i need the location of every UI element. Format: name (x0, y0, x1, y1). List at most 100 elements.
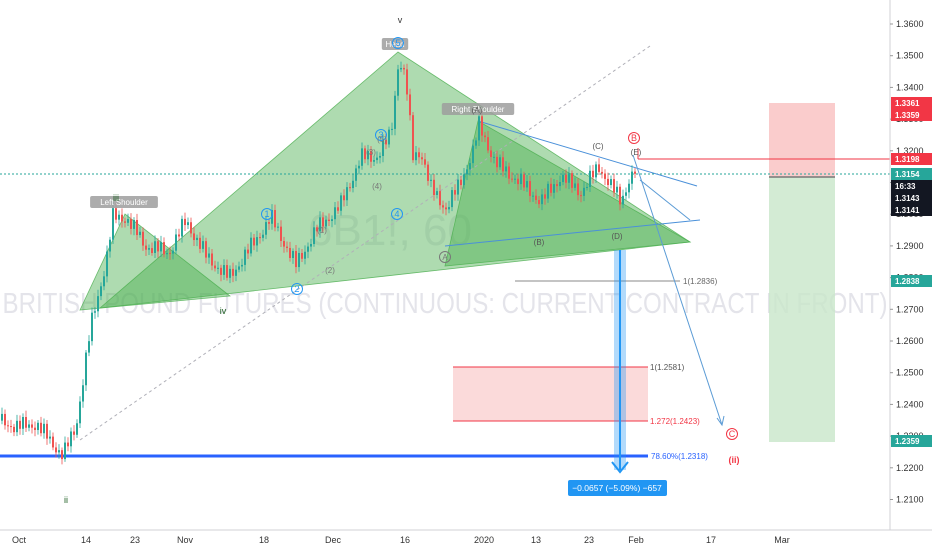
candle-body (136, 219, 138, 236)
candle-body (481, 116, 483, 136)
candle-body (154, 241, 156, 253)
candle (76, 419, 78, 438)
candle-body (553, 184, 555, 193)
candle-body (370, 151, 372, 162)
candle-body (526, 181, 528, 188)
candle (178, 228, 180, 241)
price-badge-box (891, 435, 932, 447)
candle (124, 217, 126, 228)
candle (319, 211, 321, 238)
price-badge-label: 1.3154 (895, 170, 920, 179)
candle-body (157, 241, 159, 252)
wave-label-circle (375, 129, 387, 141)
candle (577, 178, 579, 201)
candle (445, 202, 447, 216)
candle-body (13, 426, 15, 433)
candle-body (361, 148, 363, 166)
candle-body (619, 186, 621, 205)
y-tick-label: 1.2600 (896, 336, 924, 346)
candle (85, 349, 87, 392)
candle-body (547, 183, 549, 199)
candle-body (595, 164, 597, 178)
candle-body (97, 296, 99, 312)
candle (19, 415, 21, 435)
candle-body (121, 214, 123, 222)
right-shoulder-triangle (444, 120, 692, 267)
candle-body (445, 207, 447, 210)
candle (169, 246, 171, 260)
candle-body (496, 156, 498, 168)
candle-body (358, 165, 360, 169)
candle (172, 247, 174, 260)
wave-label: 2 (294, 284, 299, 294)
candle (502, 151, 504, 177)
candle-body (232, 268, 234, 276)
candle-body (19, 420, 21, 429)
pattern-label-box (90, 196, 158, 208)
candle (283, 236, 285, 253)
candle (469, 158, 471, 176)
candle (439, 184, 441, 210)
candle-body (433, 179, 435, 195)
candle (127, 213, 129, 226)
candle (4, 409, 6, 430)
candle (184, 212, 186, 232)
price-badge: 1.2838 (891, 275, 932, 287)
candle (598, 158, 600, 175)
x-tick-label: Nov (177, 535, 194, 545)
candle-body (427, 164, 429, 181)
candle (211, 248, 213, 271)
candle (541, 189, 543, 211)
candle-body (115, 208, 117, 220)
candle-body (172, 250, 174, 254)
candle-body (460, 179, 462, 186)
candle (424, 153, 426, 168)
candle-body (76, 423, 78, 435)
wave-label-circle (726, 428, 738, 440)
candle (235, 265, 237, 282)
candle (64, 436, 66, 462)
candle-body (31, 424, 33, 428)
candle-body (223, 265, 225, 275)
wave-label: 1 (264, 209, 269, 219)
candle (550, 177, 552, 197)
candle (604, 169, 606, 186)
price-badge: 1.3361 (891, 97, 932, 109)
candle-body (424, 159, 426, 165)
pattern-label: Head (385, 40, 404, 49)
candle-body (568, 173, 570, 183)
price-badge: 1.3154 (891, 168, 932, 180)
measure-label: −0.0657 (−5.09%) −657 (572, 483, 662, 493)
candle-body (355, 168, 357, 181)
candle (256, 230, 258, 252)
fib-label: 78.60%(1.2318) (651, 452, 708, 461)
candle (553, 178, 555, 199)
candle (565, 169, 567, 189)
candle (346, 182, 348, 207)
candle-body (613, 179, 615, 193)
candle (559, 175, 561, 191)
candle (613, 173, 615, 197)
candle-body (604, 173, 606, 179)
candle-body (217, 267, 219, 269)
candle-body (238, 266, 240, 270)
candle-body (151, 248, 153, 253)
target-zone-box (453, 367, 648, 421)
candle (442, 200, 444, 214)
candle (532, 191, 534, 202)
candle-body (538, 200, 540, 205)
price-badge-box (891, 192, 932, 204)
candle-body (484, 135, 486, 138)
candle (112, 202, 114, 244)
price-badge-label: 1.3359 (895, 111, 920, 120)
wave-label: (3) (366, 148, 376, 157)
candle-body (541, 194, 543, 205)
wave-label-circle (261, 208, 273, 220)
candle-body (310, 244, 312, 247)
candle (49, 430, 51, 444)
wave-label-circle (291, 283, 303, 295)
candle (142, 227, 144, 251)
x-tick-label: Oct (12, 535, 27, 545)
price-badge-label: 1.2359 (895, 437, 920, 446)
candle (406, 63, 408, 101)
